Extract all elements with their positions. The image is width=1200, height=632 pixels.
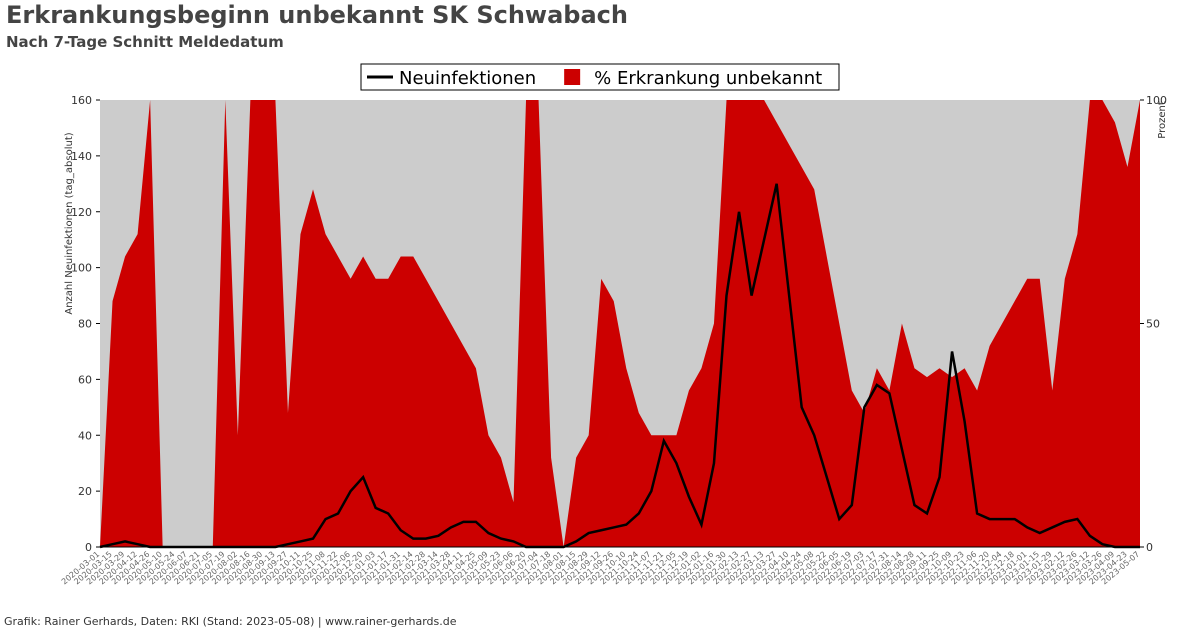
chart-title: Erkrankungsbeginn unbekannt SK Schwabach — [6, 1, 628, 29]
y-tick-label: 100 — [71, 262, 92, 275]
legend: Neuinfektionen % Erkrankung unbekannt — [360, 63, 840, 91]
legend-box — [360, 63, 840, 91]
y2-tick-label: 0 — [1146, 541, 1153, 554]
y-tick-label: 140 — [71, 150, 92, 163]
y2-tick-label: 50 — [1146, 318, 1160, 331]
y-axis-label: Anzahl Neuinfektionen (tag_absolut) — [64, 132, 75, 314]
y-tick-label: 20 — [78, 485, 92, 498]
y-tick-label: 160 — [71, 94, 92, 107]
legend-swatch — [564, 69, 581, 85]
area — [100, 100, 1140, 547]
legend-label: Neuinfektionen — [399, 68, 536, 89]
chart-subtitle: Nach 7-Tage Schnitt Meldedatum — [6, 33, 284, 51]
y-tick-label: 80 — [78, 318, 92, 331]
y-tick-label: 40 — [78, 429, 92, 442]
y-tick-label: 60 — [78, 373, 92, 386]
y-tick-label: 0 — [85, 541, 92, 554]
y-tick-label: 120 — [71, 206, 92, 219]
y2-axis-label: Prozent — [1157, 101, 1168, 139]
source-note: Grafik: Rainer Gerhards, Daten: RKI (Sta… — [4, 615, 457, 628]
y2-tick-label: 100 — [1146, 94, 1167, 107]
legend-label: % Erkrankung unbekannt — [594, 68, 822, 89]
